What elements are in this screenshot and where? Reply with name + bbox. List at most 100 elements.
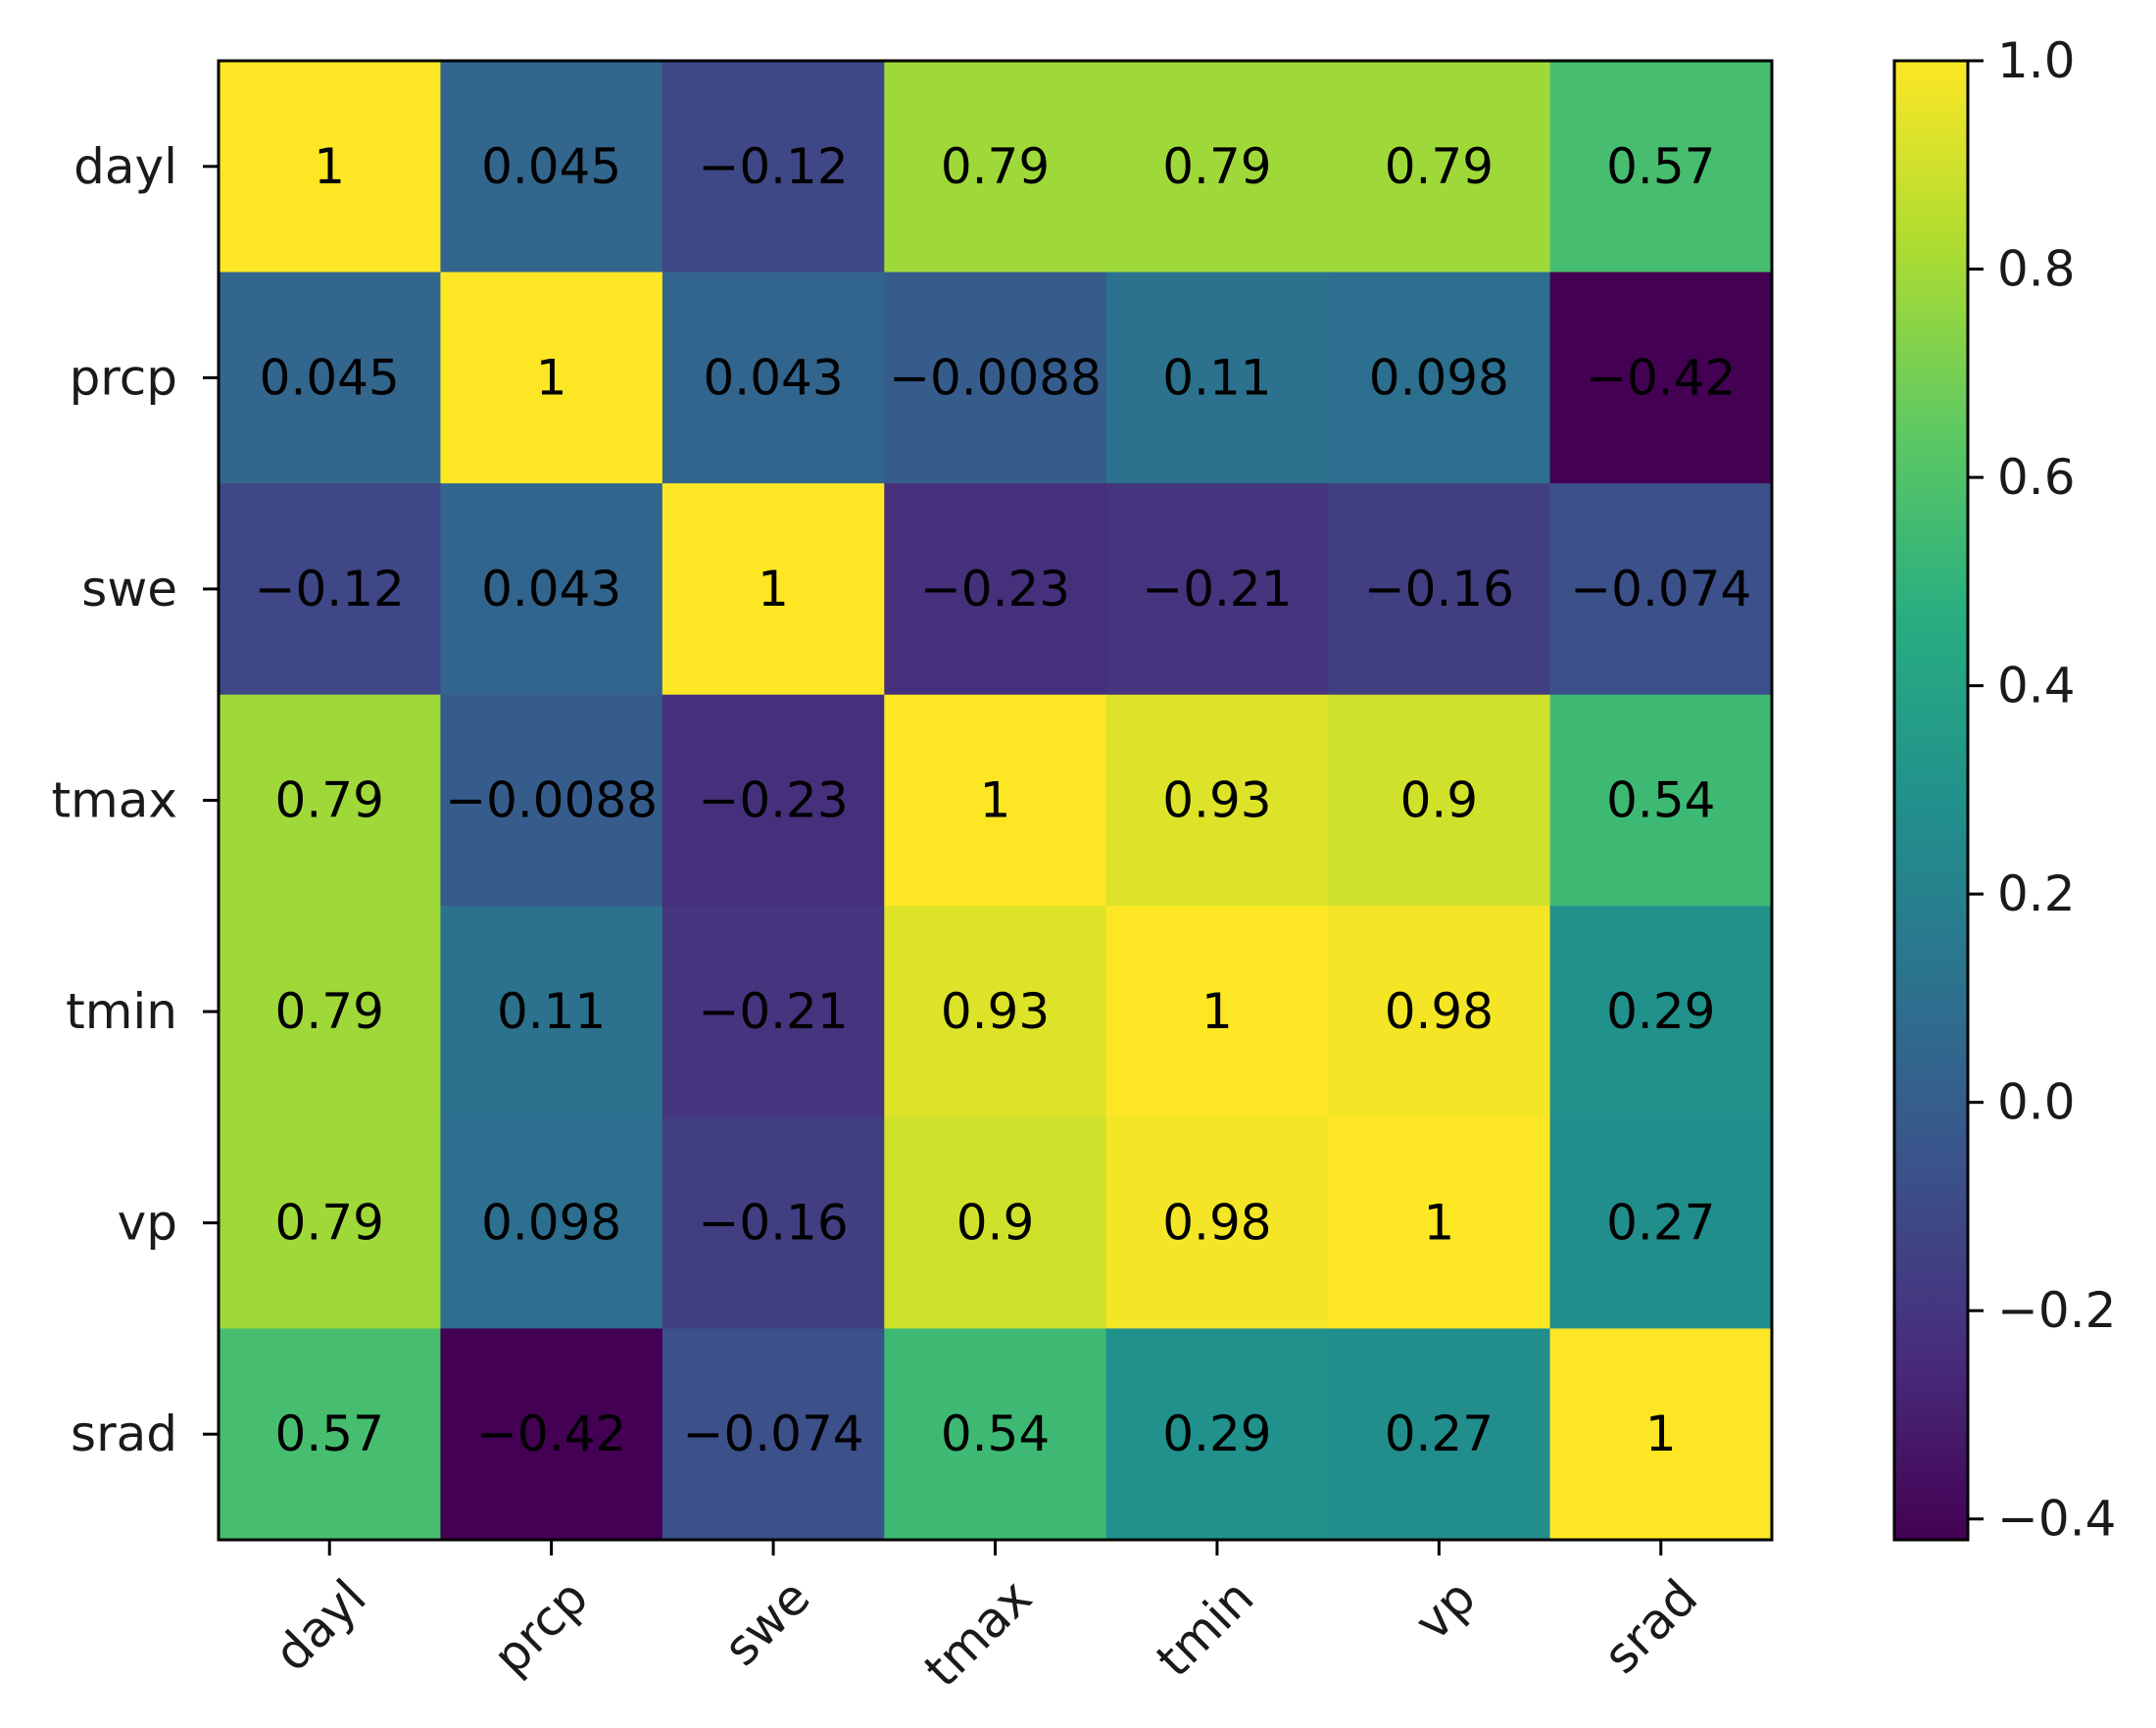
- cell-value-label: −0.12: [255, 561, 405, 617]
- heatmap-cell-prcp-tmin: [1105, 272, 1329, 484]
- y-tick-label: tmin: [66, 983, 177, 1040]
- cell-value-label: −0.0088: [889, 349, 1102, 406]
- heatmap-cell-swe-tmax: [884, 483, 1107, 696]
- heatmap-cell-swe-srad: [1549, 483, 1773, 696]
- cell-value-label: 0.045: [260, 349, 400, 406]
- cell-value-label: 1: [1423, 1195, 1454, 1252]
- x-tick-label: tmin: [1146, 1568, 1265, 1688]
- heatmap-cell-labels: 1 0.045 −0.12 0.79 0.79 0.79 0.57 0.045 1 0.043 −0…: [255, 138, 1752, 1462]
- heatmap-cell-dayl-swe: [662, 61, 885, 273]
- y-tick-label: vp: [118, 1195, 177, 1252]
- cell-value-label: −0.42: [1586, 349, 1736, 406]
- heatmap-cell-srad-prcp: [440, 1328, 663, 1541]
- cell-value-label: 0.54: [1606, 772, 1715, 829]
- heatmap-cell-vp-tmax: [884, 1116, 1107, 1329]
- heatmap-cell-tmin-swe: [662, 906, 885, 1118]
- heatmap-cell-swe-dayl: [219, 483, 441, 696]
- cell-value-label: 0.043: [481, 561, 621, 617]
- heatmap-cell-vp-swe: [662, 1116, 885, 1329]
- cell-value-label: −0.21: [698, 983, 848, 1040]
- heatmap-cell-dayl-srad: [1549, 61, 1773, 273]
- colorbar-gradient: [1892, 59, 1970, 1542]
- heatmap-cell-dayl-vp: [1328, 61, 1551, 273]
- cell-value-label: 0.79: [1385, 138, 1494, 195]
- cell-value-label: 0.29: [1606, 983, 1715, 1040]
- cell-value-label: 0.98: [1162, 1195, 1271, 1252]
- heatmap-cell-srad-swe: [662, 1328, 885, 1541]
- colorbar-tick-label: 0.2: [1997, 865, 2076, 922]
- heatmap-cells: [219, 61, 1773, 1541]
- cell-value-label: 0.9: [956, 1195, 1035, 1252]
- cell-value-label: 0.27: [1606, 1195, 1715, 1252]
- y-axis: dayl prcp swe tmax tmin vp srad: [51, 138, 219, 1462]
- heatmap-cell-vp-vp: [1328, 1116, 1551, 1329]
- heatmap-cell-srad-srad: [1549, 1328, 1773, 1541]
- heatmap-cell-swe-swe: [662, 483, 885, 696]
- colorbar-tick-label: 0.8: [1997, 241, 2076, 298]
- heatmap-cell-tmin-dayl: [219, 906, 441, 1118]
- cell-value-label: −0.16: [698, 1195, 848, 1252]
- cell-value-label: 1: [1201, 983, 1233, 1040]
- colorbar-tick-label: 0.4: [1997, 658, 2076, 715]
- heatmap-cell-tmin-vp: [1328, 906, 1551, 1118]
- x-tick-label: srad: [1592, 1568, 1708, 1684]
- heatmap-cell-dayl-dayl: [219, 61, 441, 273]
- x-tick-label: dayl: [264, 1568, 377, 1682]
- cell-value-label: 0.79: [275, 983, 384, 1040]
- heatmap-cell-tmin-prcp: [440, 906, 663, 1118]
- x-tick-label: tmax: [913, 1568, 1043, 1698]
- cell-value-label: 1: [314, 138, 345, 195]
- cell-value-label: 0.11: [1162, 349, 1271, 406]
- heatmap-cell-srad-vp: [1328, 1328, 1551, 1541]
- y-tick-label: tmax: [51, 772, 177, 829]
- heatmap-cell-tmax-swe: [662, 694, 885, 907]
- heatmap-cell-prcp-dayl: [219, 272, 441, 484]
- x-axis: dayl prcp swe tmax tmin vp srad: [264, 1540, 1708, 1698]
- cell-value-label: 0.57: [275, 1406, 384, 1462]
- cell-value-label: 0.54: [941, 1406, 1050, 1462]
- heatmap-cell-dayl-tmax: [884, 61, 1107, 273]
- cell-value-label: −0.16: [1364, 561, 1514, 617]
- heatmap-cell-tmin-tmax: [884, 906, 1107, 1118]
- cell-value-label: 0.93: [1162, 772, 1271, 829]
- heatmap-cell-vp-srad: [1549, 1116, 1773, 1329]
- cell-value-label: −0.074: [1570, 561, 1751, 617]
- heatmap-cell-prcp-prcp: [440, 272, 663, 484]
- heatmap-cell-prcp-vp: [1328, 272, 1551, 484]
- heatmap-cell-tmax-dayl: [219, 694, 441, 907]
- cell-value-label: −0.12: [698, 138, 848, 195]
- cell-value-label: 1: [758, 561, 789, 617]
- heatmap-cell-srad-tmin: [1105, 1328, 1329, 1541]
- heatmap-cell-dayl-tmin: [1105, 61, 1329, 273]
- cell-value-label: 0.098: [481, 1195, 621, 1252]
- cell-value-label: −0.42: [476, 1406, 626, 1462]
- cell-value-label: 0.098: [1369, 349, 1509, 406]
- heatmap-cell-tmax-tmin: [1105, 694, 1329, 907]
- cell-value-label: 0.57: [1606, 138, 1715, 195]
- colorbar-tick-label: −0.4: [1997, 1491, 2116, 1548]
- x-tick-label: vp: [1403, 1568, 1486, 1651]
- heatmap-cell-tmax-tmax: [884, 694, 1107, 907]
- y-tick-label: swe: [81, 561, 177, 617]
- cell-value-label: 0.045: [481, 138, 621, 195]
- cell-value-label: 1: [1645, 1406, 1677, 1462]
- colorbar-tick-label: 0.6: [1997, 449, 2076, 506]
- heatmap-cell-vp-dayl: [219, 1116, 441, 1329]
- cell-value-label: 1: [980, 772, 1011, 829]
- heatmap-cell-swe-vp: [1328, 483, 1551, 696]
- x-tick-label: prcp: [482, 1568, 599, 1685]
- colorbar-tick-label: 1.0: [1997, 32, 2076, 89]
- cell-value-label: −0.23: [698, 772, 848, 829]
- colorbar-tick-label: 0.0: [1997, 1074, 2076, 1131]
- x-tick-label: swe: [712, 1568, 820, 1676]
- cell-value-label: 0.98: [1385, 983, 1494, 1040]
- cell-value-label: 1: [536, 349, 567, 406]
- y-tick-label: prcp: [70, 349, 177, 406]
- cell-value-label: 0.11: [497, 983, 606, 1040]
- heatmap-cell-dayl-prcp: [440, 61, 663, 273]
- heatmap-cell-prcp-tmax: [884, 272, 1107, 484]
- heatmap-cell-prcp-swe: [662, 272, 885, 484]
- cell-value-label: 0.29: [1162, 1406, 1271, 1462]
- heatmap-cell-vp-tmin: [1105, 1116, 1329, 1329]
